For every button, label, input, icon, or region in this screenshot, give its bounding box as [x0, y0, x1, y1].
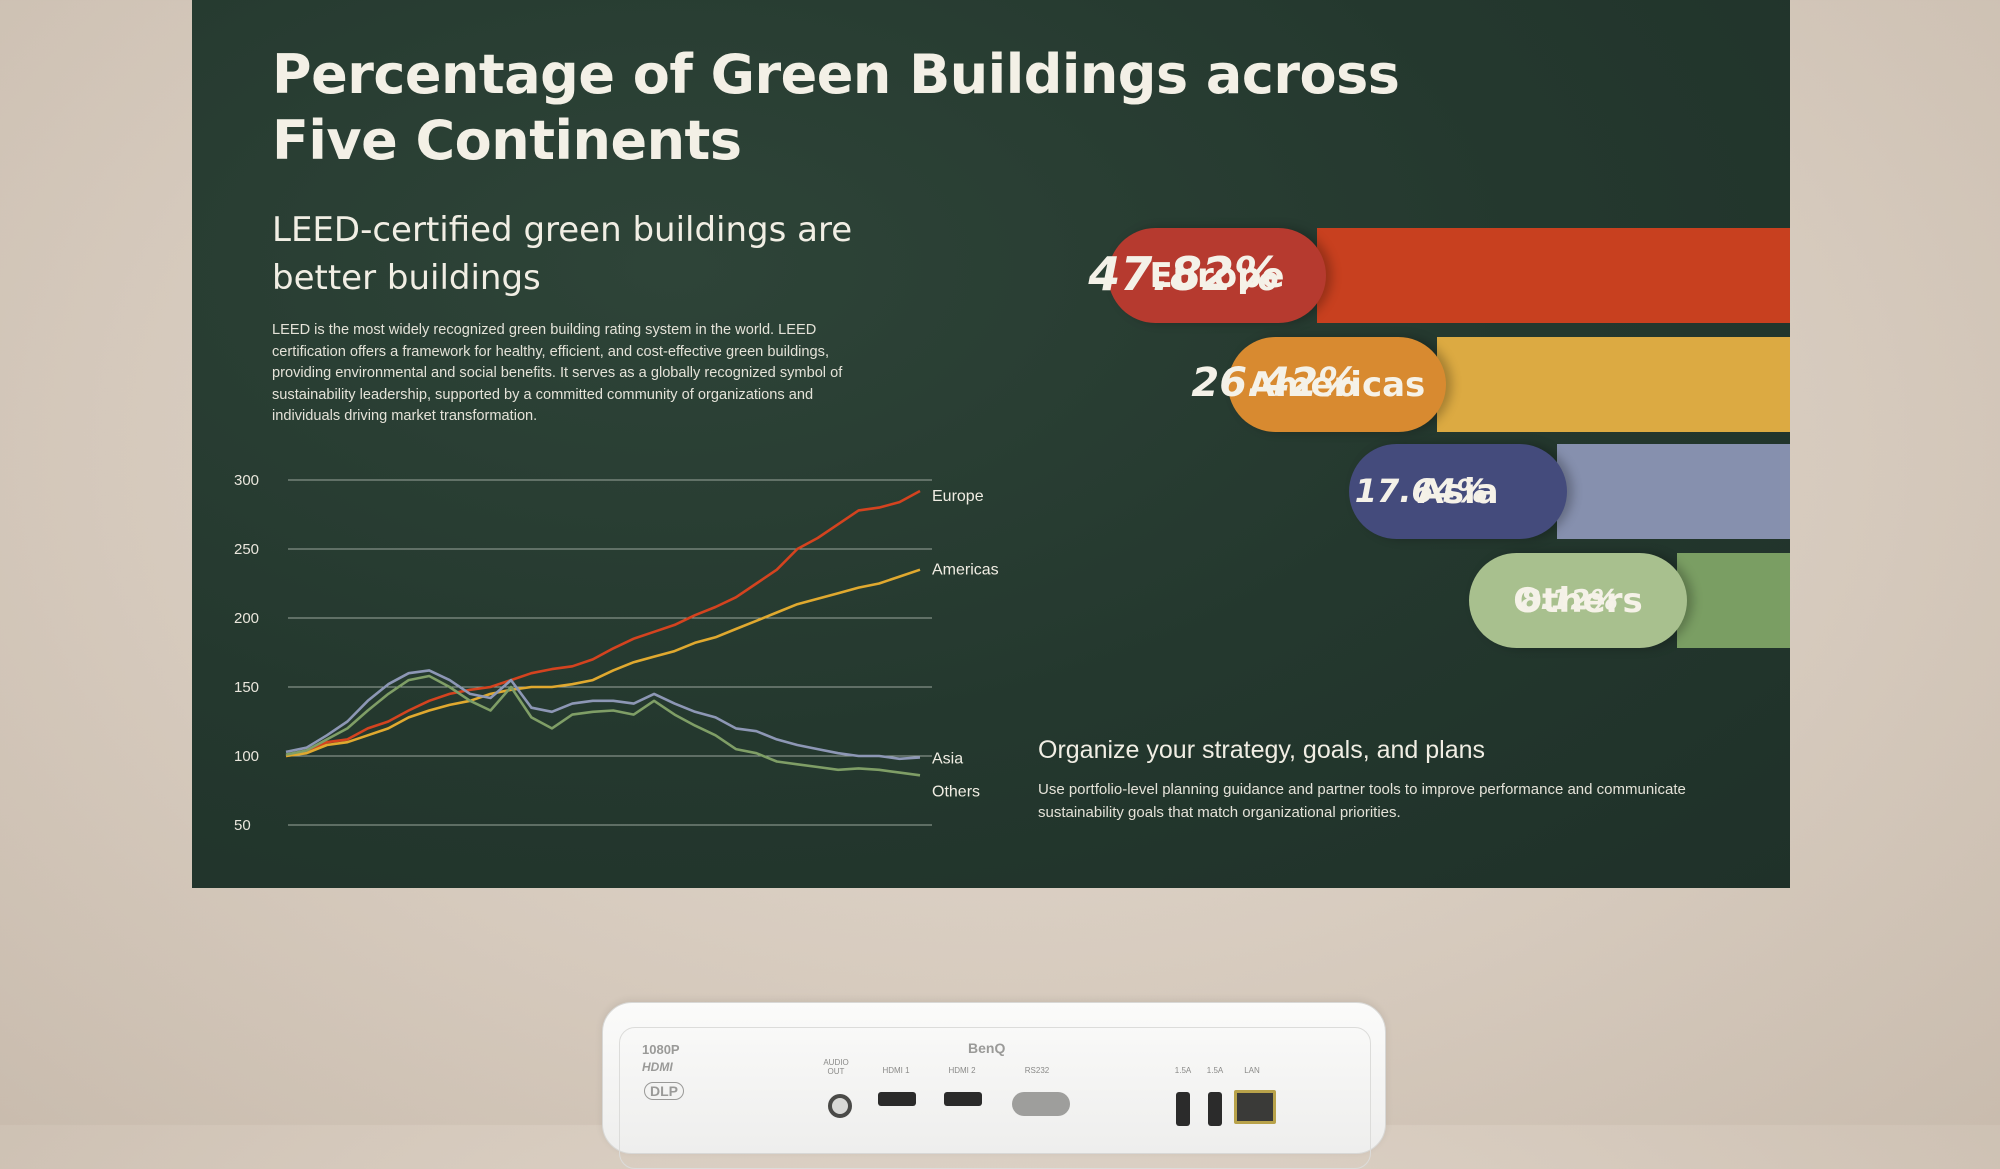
port-label-hdmi1: HDMI 1 [882, 1066, 910, 1075]
slide-body-text: LEED is the most widely recognized green… [272, 322, 843, 424]
hdmi1-port-icon [878, 1092, 916, 1106]
y-tick-label: 200 [234, 610, 259, 627]
series-line-europe [285, 489, 921, 758]
hdmi2-port-icon [944, 1092, 982, 1106]
brand-logo: BenQ [968, 1040, 1006, 1056]
slide: Percentage of Green Buildings across Fiv… [192, 0, 1790, 888]
slide-subtitle: LEED-certified green buildings are bette… [272, 210, 853, 298]
y-tick-label: 250 [234, 541, 259, 558]
y-tick-label: 50 [234, 817, 251, 834]
slide-title: Percentage of Green Buildings across Fiv… [272, 43, 1400, 172]
region-pill-others: Others [1469, 553, 1687, 648]
share-bar-others [1677, 553, 1790, 648]
port-label-usb1: 1.5A [1174, 1066, 1192, 1075]
port-label-hdmi2: HDMI 2 [948, 1066, 976, 1075]
series-label-europe: Europe [932, 488, 984, 505]
percent-label-europe: 47.82% [1088, 246, 1280, 301]
y-tick-label: 300 [234, 472, 259, 489]
series-label-asia: Asia [932, 750, 963, 767]
percent-label-americas: 26.42% [1191, 359, 1358, 406]
percent-label-others: 8.12% [1520, 583, 1618, 616]
usb2-port-icon [1208, 1092, 1222, 1126]
region-pill-asia: Asia [1349, 444, 1567, 539]
hdmi-logo: HDMI [642, 1060, 673, 1074]
series-line-others [285, 674, 921, 777]
organize-body: Use portfolio-level planning guidance an… [1038, 781, 1686, 821]
lan-port-icon [1234, 1090, 1276, 1124]
share-bar-asia [1557, 444, 1790, 539]
port-label-usb2: 1.5A [1206, 1066, 1224, 1075]
series-line-americas [285, 568, 921, 758]
projector-panel: 1080P HDMI DLP BenQ AUDIO OUT HDMI 1 HDM… [619, 1027, 1371, 1169]
series-label-americas: Americas [932, 562, 999, 579]
usb1-port-icon [1176, 1092, 1190, 1126]
projector: 1080P HDMI DLP BenQ AUDIO OUT HDMI 1 HDM… [602, 1002, 1386, 1169]
share-bar-europe [1317, 228, 1790, 323]
organize-title: Organize your strategy, goals, and plans [1038, 736, 1486, 764]
series-label-others: Others [932, 783, 980, 800]
region-pill-europe: Europe [1108, 228, 1326, 323]
rs232-port-icon [1012, 1092, 1070, 1116]
port-label-audio: AUDIO OUT [823, 1058, 849, 1076]
series-line-asia [285, 669, 921, 761]
share-bar-americas [1437, 337, 1790, 432]
audio-port-icon [828, 1094, 852, 1118]
resolution-label: 1080P [642, 1042, 680, 1057]
dlp-logo: DLP [644, 1082, 684, 1100]
region-pill-americas: Americas [1228, 337, 1446, 432]
y-tick-label: 100 [234, 748, 259, 765]
port-label-lan: LAN [1244, 1066, 1260, 1075]
port-label-rs232: RS232 [1024, 1066, 1050, 1075]
y-tick-label: 150 [234, 679, 259, 696]
percent-label-asia: 17.64% [1354, 471, 1488, 510]
line-chart: 300 250 200 150 100 50 Europe Americas Asia Other… [234, 472, 999, 834]
